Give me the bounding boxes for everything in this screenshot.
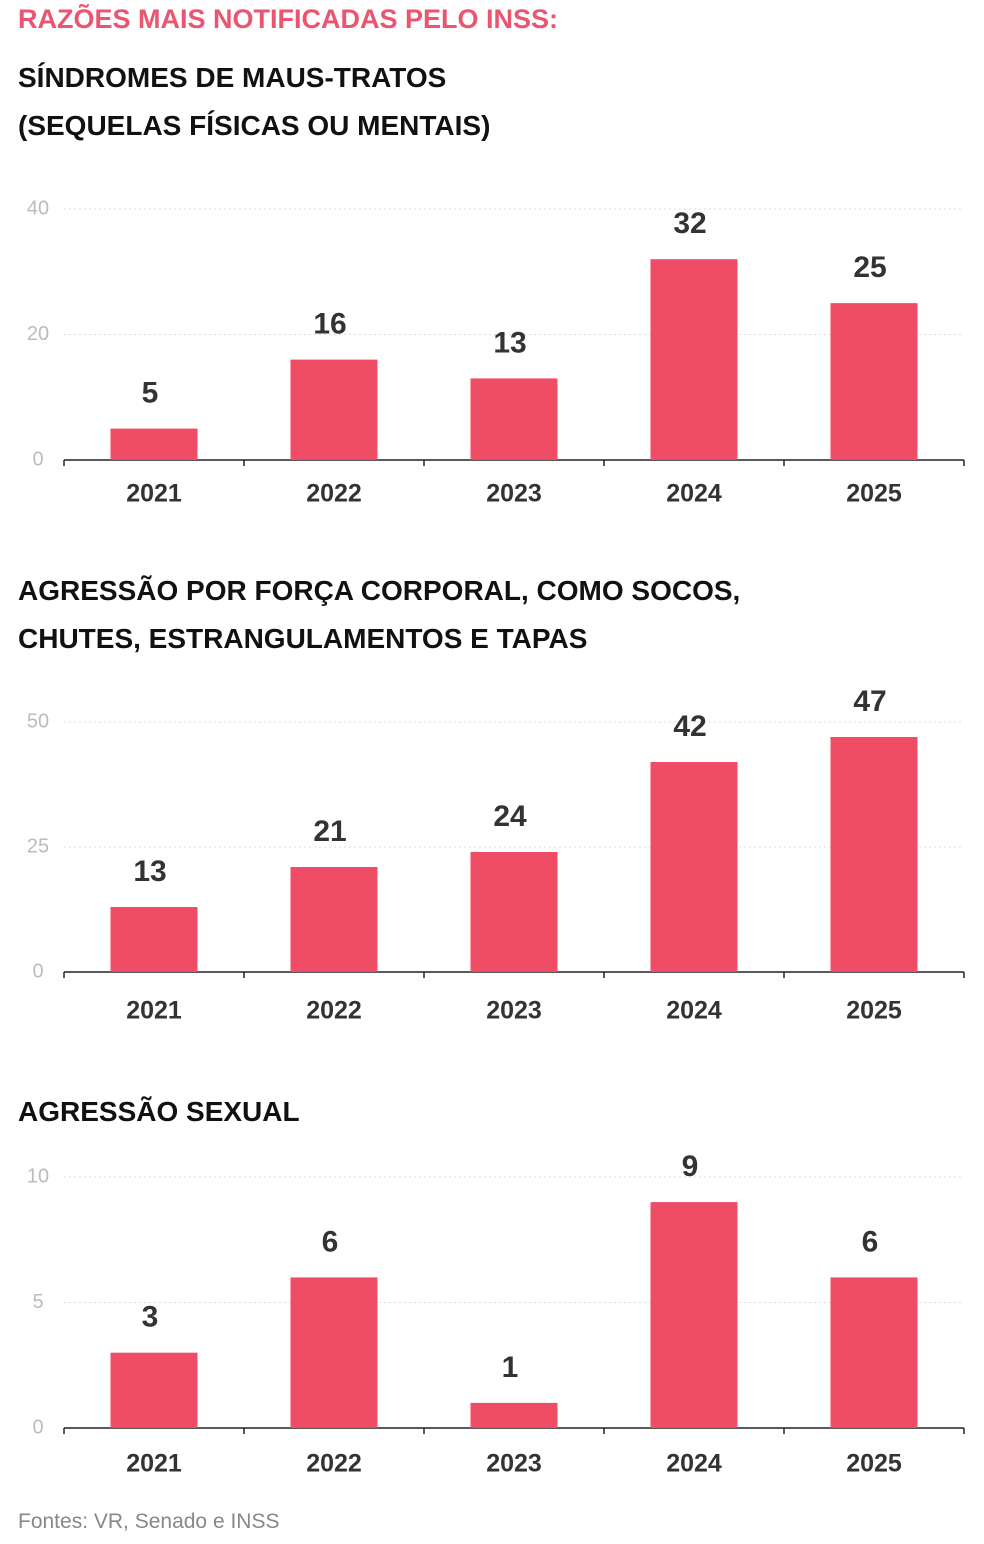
- bar: [650, 259, 738, 460]
- value-label: 42: [673, 710, 706, 743]
- y-tick-label: 0: [32, 448, 43, 470]
- x-tick-label: 2025: [846, 1450, 902, 1478]
- y-tick-label: 5: [32, 1291, 43, 1313]
- value-label: 32: [673, 207, 706, 240]
- bar: [470, 852, 558, 972]
- bar: [110, 428, 198, 460]
- y-tick-label: 50: [27, 710, 49, 732]
- y-tick-label: 0: [32, 1416, 43, 1438]
- x-tick-label: 2024: [666, 1450, 722, 1478]
- x-tick-label: 2022: [306, 1450, 362, 1478]
- value-label: 13: [133, 855, 166, 888]
- y-tick-label: 0: [32, 960, 43, 982]
- value-label: 9: [682, 1150, 699, 1183]
- value-label: 25: [853, 251, 886, 284]
- x-tick-label: 2024: [666, 480, 722, 508]
- bar: [290, 359, 378, 460]
- value-label: 13: [493, 326, 526, 359]
- x-tick-label: 2023: [486, 1450, 542, 1478]
- y-tick-label: 25: [27, 835, 49, 857]
- supertitle: RAZÕES MAIS NOTIFICADAS PELO INSS:: [18, 4, 559, 34]
- value-label: 6: [862, 1225, 879, 1258]
- bar: [830, 303, 918, 460]
- chart-title: AGRESSÃO SEXUAL: [18, 1096, 300, 1127]
- value-label: 6: [322, 1225, 339, 1258]
- x-tick-label: 2021: [126, 997, 182, 1025]
- x-tick-label: 2023: [486, 480, 542, 508]
- x-tick-label: 2022: [306, 997, 362, 1025]
- x-tick-label: 2022: [306, 480, 362, 508]
- y-tick-label: 40: [27, 197, 49, 219]
- x-tick-label: 2025: [846, 997, 902, 1025]
- bar: [650, 1202, 738, 1428]
- y-tick-label: 10: [27, 1165, 49, 1187]
- value-label: 47: [853, 685, 886, 718]
- bar: [830, 1277, 918, 1428]
- bar: [650, 762, 738, 972]
- chart-title: AGRESSÃO POR FORÇA CORPORAL, COMO SOCOS,…: [18, 575, 741, 654]
- bar: [110, 1352, 198, 1428]
- x-tick-label: 2021: [126, 480, 182, 508]
- value-label: 5: [142, 377, 159, 410]
- bar: [290, 867, 378, 972]
- x-tick-label: 2021: [126, 1450, 182, 1478]
- x-tick-label: 2023: [486, 997, 542, 1025]
- chart-title: SÍNDROMES DE MAUS-TRATOS (SEQUELAS FÍSIC…: [18, 62, 491, 141]
- y-tick-label: 20: [27, 323, 49, 345]
- x-tick-label: 2024: [666, 997, 722, 1025]
- bar: [470, 378, 558, 460]
- bar: [830, 737, 918, 972]
- x-tick-label: 2025: [846, 480, 902, 508]
- value-label: 1: [502, 1351, 519, 1384]
- value-label: 16: [313, 308, 346, 341]
- value-label: 3: [142, 1301, 159, 1334]
- bar: [110, 907, 198, 972]
- value-label: 24: [493, 800, 527, 833]
- bar: [470, 1402, 558, 1428]
- source: Fontes: VR, Senado e INSS: [18, 1510, 280, 1533]
- value-label: 21: [313, 815, 346, 848]
- bar: [290, 1277, 378, 1428]
